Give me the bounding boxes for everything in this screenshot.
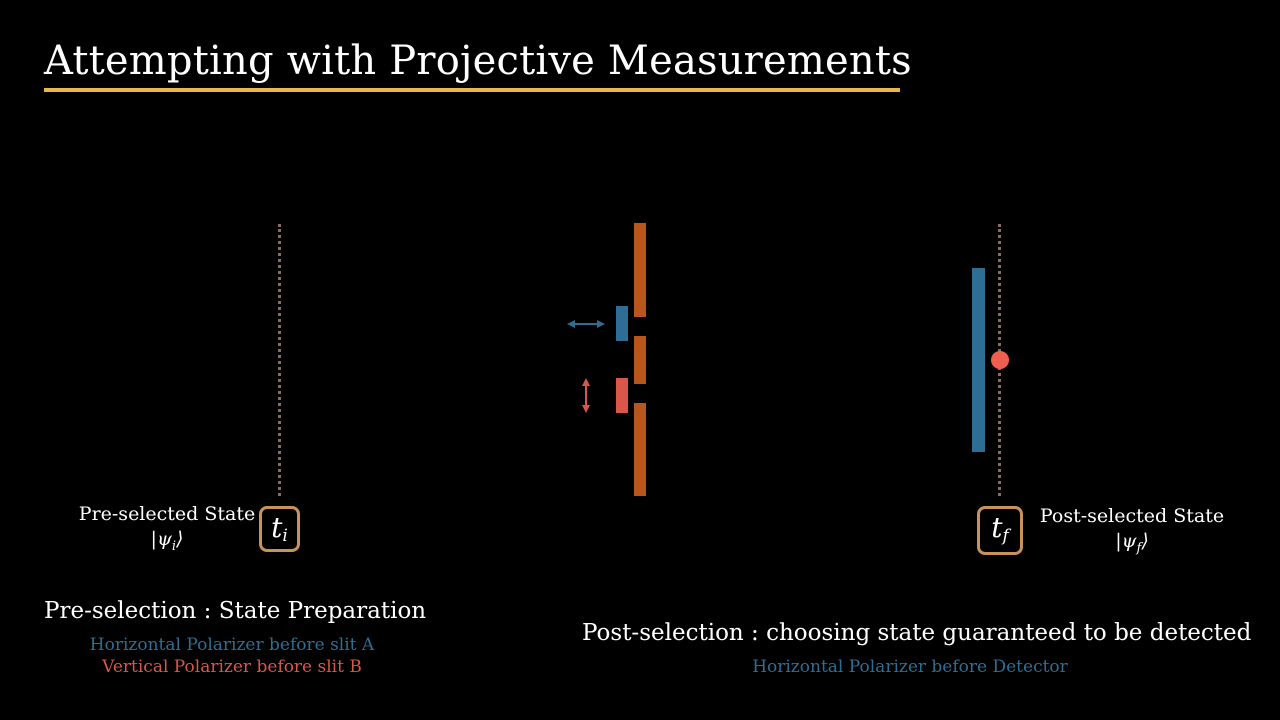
barrier-middle xyxy=(634,336,646,384)
pre-ket-sub: i xyxy=(171,538,177,554)
pre-ket-symbol: ψ xyxy=(156,528,172,550)
double-arrow-horizontal-icon xyxy=(567,320,605,328)
page-title: Attempting with Projective Measurements xyxy=(44,38,912,84)
detector-polarizer xyxy=(972,268,985,452)
post-ket-sub: f xyxy=(1136,540,1142,556)
pre-note-horizontal: Horizontal Polarizer before slit A xyxy=(89,635,375,655)
pre-state-ket: |ψi⟩ xyxy=(150,528,184,554)
barrier-top xyxy=(634,223,646,317)
post-ket-symbol: ψ xyxy=(1121,530,1137,552)
barrier-bottom xyxy=(634,403,646,496)
post-time-label: t xyxy=(991,511,1003,544)
double-arrow-vertical-icon xyxy=(582,378,590,413)
pre-time-sub: i xyxy=(282,526,288,546)
pre-timeline xyxy=(278,224,281,496)
pre-time-box: ti xyxy=(259,506,300,552)
vertical-polarizer-slit-b xyxy=(616,378,628,413)
post-time-box: tf xyxy=(977,506,1023,555)
post-state-ket: |ψf⟩ xyxy=(1115,530,1149,556)
detection-dot xyxy=(991,351,1009,369)
post-time-sub: f xyxy=(1002,526,1009,546)
post-section-title: Post-selection : choosing state guarante… xyxy=(582,620,1252,646)
pre-note-vertical: Vertical Polarizer before slit B xyxy=(102,657,362,677)
post-note-detector: Horizontal Polarizer before Detector xyxy=(752,657,1068,677)
title-underline xyxy=(44,88,900,92)
pre-time-label: t xyxy=(271,511,283,544)
pre-state-label: Pre-selected State xyxy=(78,503,256,525)
pre-section-title: Pre-selection : State Preparation xyxy=(44,598,427,624)
post-state-label: Post-selected State xyxy=(1039,505,1225,527)
horizontal-polarizer-slit-a xyxy=(616,306,628,341)
